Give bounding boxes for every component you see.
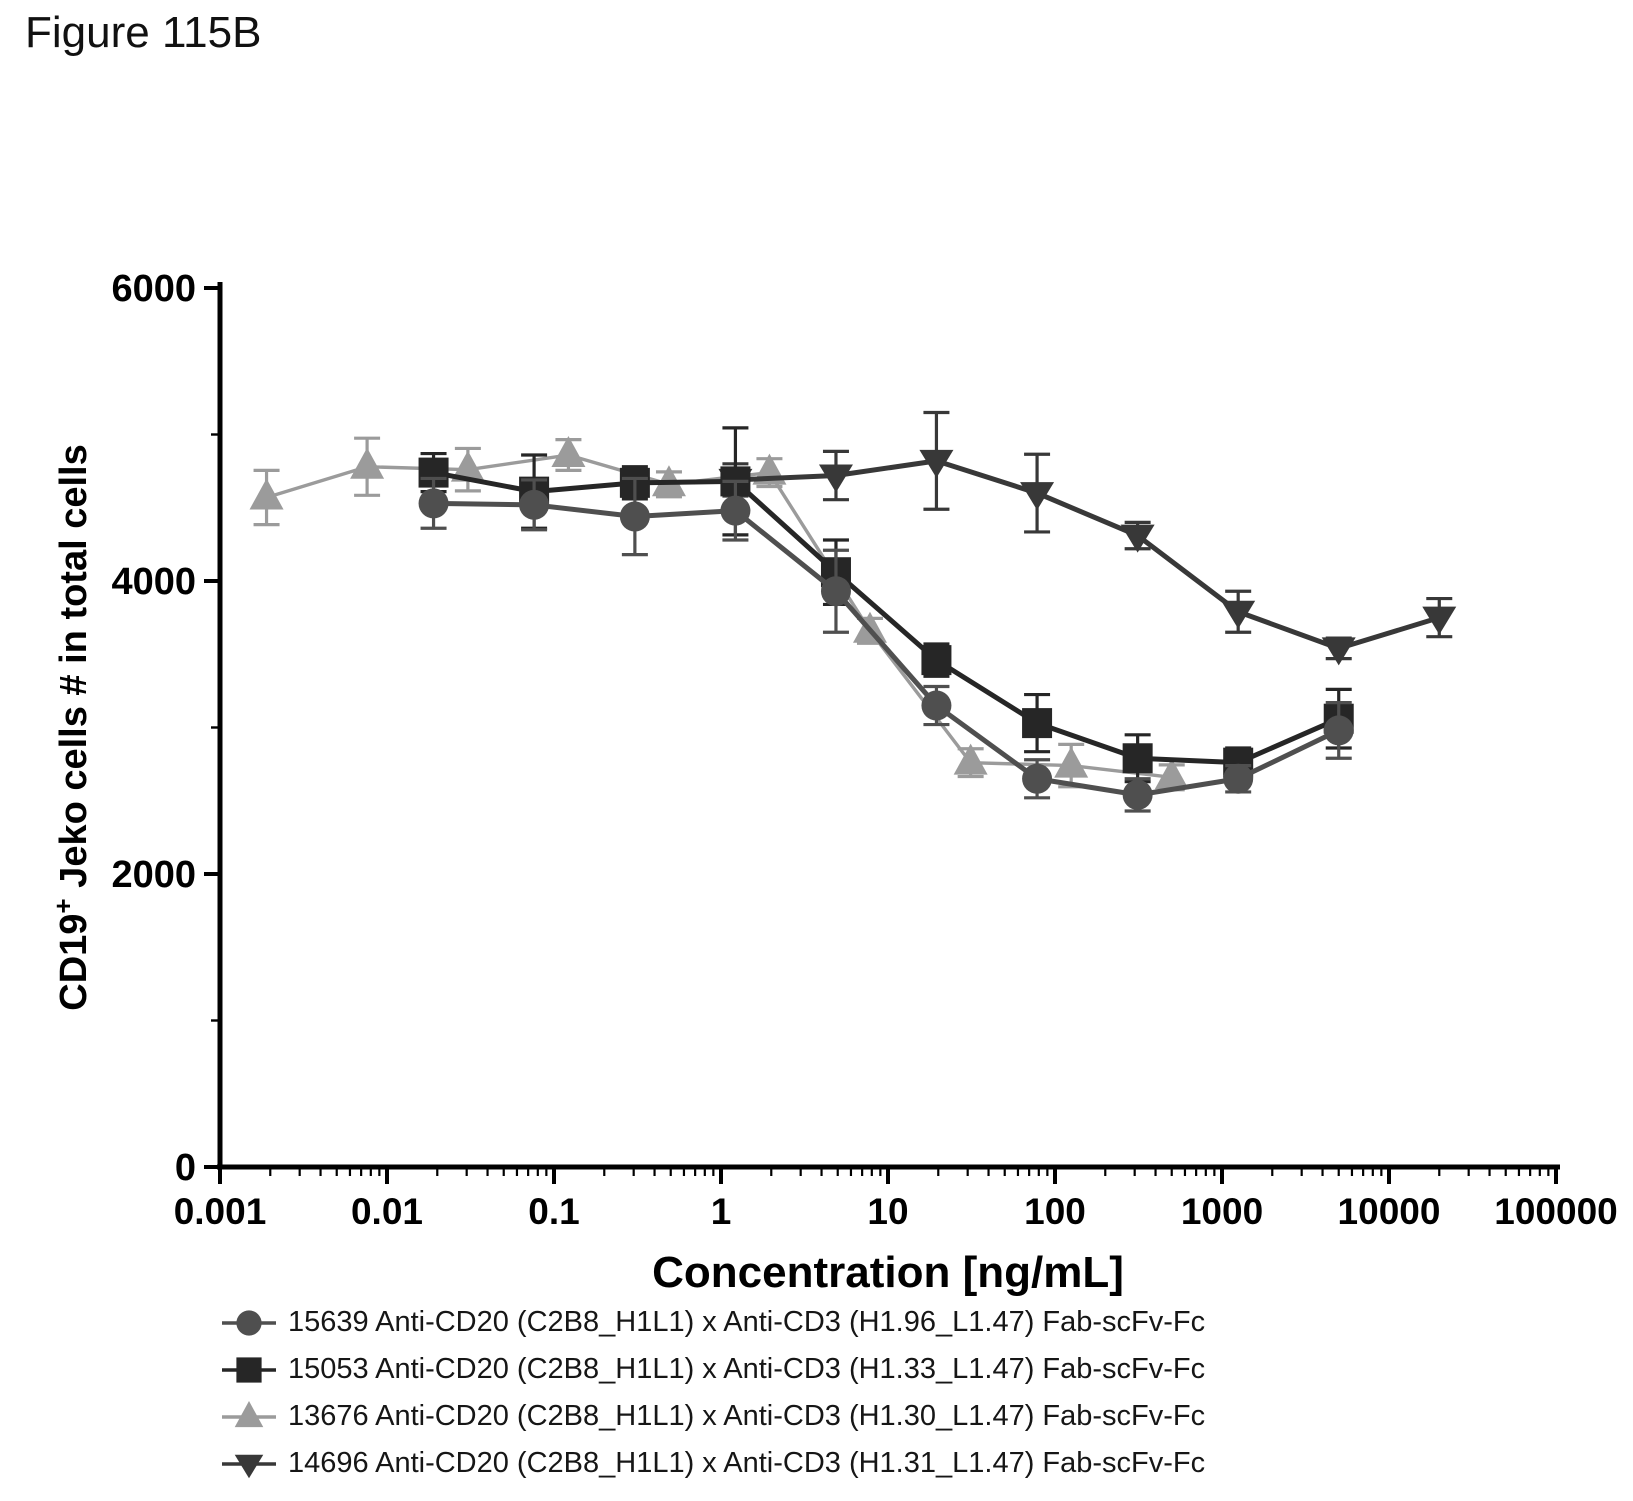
triangle-up-marker: [1054, 746, 1089, 778]
x-tick-label: 1: [711, 1191, 732, 1232]
circle-marker: [1022, 763, 1053, 794]
circle-legend-icon: [222, 1309, 276, 1336]
triangle-up-marker: [551, 436, 586, 468]
circle-marker: [921, 690, 952, 721]
triangle-down-marker: [818, 464, 853, 493]
triangle-down-legend-icon: [222, 1454, 276, 1478]
circle-marker: [418, 488, 449, 519]
triangle-down-marker: [919, 449, 954, 478]
triangle-down-marker: [1120, 524, 1155, 553]
x-tick-label: 100: [1024, 1191, 1086, 1232]
chart-legend: 15639 Anti-CD20 (C2B8_H1L1) x Anti-CD3 (…: [222, 1299, 1205, 1487]
y-axis-title: CD19+ Jeko cells # in total cells: [48, 444, 95, 1010]
triangle-up-marker: [953, 743, 988, 775]
legend-item-15053: 15053 Anti-CD20 (C2B8_H1L1) x Anti-CD3 (…: [222, 1346, 1205, 1393]
series-15639: [418, 476, 1354, 813]
y-tick-label: 2000: [111, 854, 196, 896]
legend-label: 13676 Anti-CD20 (C2B8_H1L1) x Anti-CD3 (…: [288, 1400, 1206, 1432]
x-tick-label: 0.001: [174, 1191, 267, 1232]
series-line: [735, 458, 1441, 651]
circle-marker: [820, 576, 851, 607]
legend-label: 15639 Anti-CD20 (C2B8_H1L1) x Anti-CD3 (…: [288, 1306, 1206, 1338]
square-legend-icon: [222, 1356, 276, 1383]
triangle-up-legend-icon: [222, 1400, 276, 1427]
circle-marker: [1122, 779, 1153, 810]
y-tick-label: 0: [175, 1147, 196, 1189]
triangle-up-marker: [234, 1400, 264, 1427]
circle-marker: [519, 489, 550, 520]
legend-marker-group: [236, 1356, 262, 1383]
legend-item-15639: 15639 Anti-CD20 (C2B8_H1L1) x Anti-CD3 (…: [222, 1299, 1205, 1346]
circle-marker: [1323, 715, 1354, 746]
square-marker: [1122, 743, 1153, 774]
legend-item-14696: 14696 Anti-CD20 (C2B8_H1L1) x Anti-CD3 (…: [222, 1440, 1205, 1487]
legend-label: 15053 Anti-CD20 (C2B8_H1L1) x Anti-CD3 (…: [288, 1353, 1206, 1385]
x-tick-label: 100000: [1494, 1191, 1617, 1232]
x-tick-label: 10: [867, 1191, 908, 1232]
triangle-down-marker: [234, 1454, 264, 1478]
triangle-up-marker: [249, 478, 284, 510]
circle-marker: [1223, 763, 1254, 794]
triangle-up-marker: [1154, 758, 1189, 790]
triangle-down-marker: [1422, 606, 1457, 635]
square-marker: [236, 1356, 262, 1383]
axes-layer: [204, 282, 1560, 1184]
circle-marker: [236, 1309, 262, 1336]
triangle-up-marker: [450, 450, 485, 482]
dose-response-chart: 0 2000 4000 6000 0.001 0.01 0.1 1 10 100 1000 10000…: [48, 268, 1618, 1297]
legend-marker-group: [234, 1454, 264, 1478]
x-tick-label: 10000: [1338, 1191, 1441, 1232]
x-tick-label: 0.01: [351, 1191, 423, 1232]
x-axis-title: Concentration [ng/mL]: [652, 1248, 1124, 1297]
circle-marker: [619, 501, 650, 532]
square-marker: [1022, 708, 1053, 739]
legend-label: 14696 Anti-CD20 (C2B8_H1L1) x Anti-CD3 (…: [288, 1447, 1206, 1479]
triangle-down-marker: [1321, 637, 1356, 666]
triangle-up-marker: [350, 447, 385, 479]
legend-marker-group: [234, 1400, 264, 1427]
circle-marker: [720, 495, 751, 526]
axis-labels-layer: 0 2000 4000 6000 0.001 0.01 0.1 1 10 100 1000 10000…: [48, 268, 1618, 1297]
series-layer: [249, 410, 1457, 813]
x-tick-label: 1000: [1181, 1191, 1263, 1232]
series-line: [433, 470, 1340, 766]
y-tick-label: 6000: [111, 268, 196, 310]
triangle-down-marker: [1221, 600, 1256, 629]
series-15053: [418, 426, 1354, 784]
series-line: [433, 500, 1340, 798]
series-13676: [249, 436, 1189, 792]
y-tick-label: 4000: [111, 561, 196, 603]
x-tick-label: 0.1: [528, 1191, 579, 1232]
triangle-down-marker: [1020, 482, 1055, 511]
figure-title: Figure 115B: [25, 8, 262, 57]
legend-marker-group: [236, 1309, 262, 1336]
legend-item-13676: 13676 Anti-CD20 (C2B8_H1L1) x Anti-CD3 (…: [222, 1393, 1205, 1440]
square-marker: [921, 645, 952, 676]
series-14696: [718, 410, 1457, 666]
